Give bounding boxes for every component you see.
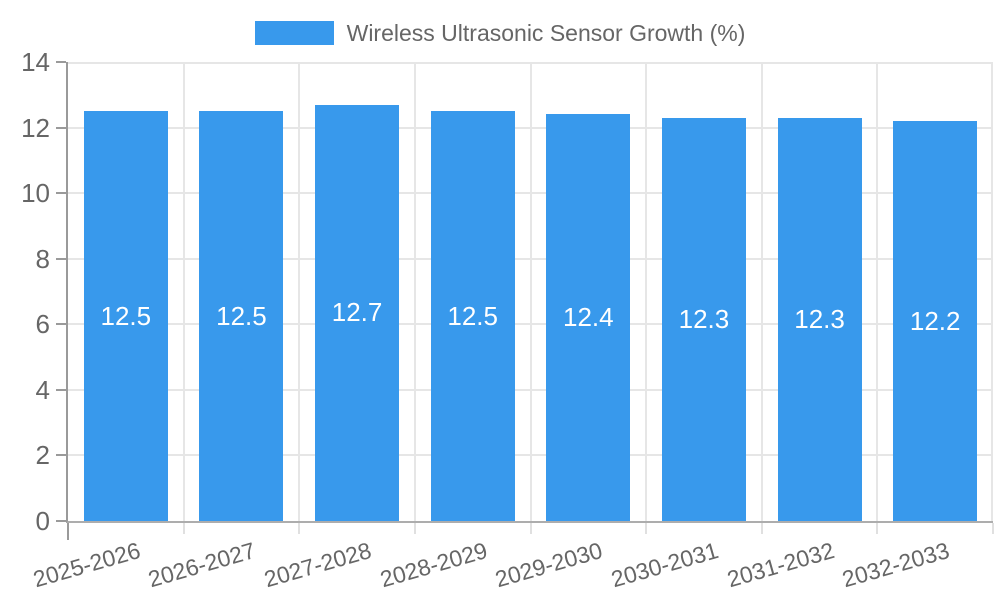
bar-value-label: 12.3 bbox=[678, 303, 730, 334]
y-tick-mark bbox=[56, 323, 66, 326]
x-tick-mark bbox=[645, 523, 648, 534]
legend-label: Wireless Ultrasonic Sensor Growth (%) bbox=[346, 20, 746, 46]
y-tick-mark bbox=[56, 388, 66, 391]
bar-value-label: 12.5 bbox=[216, 300, 267, 331]
x-tick-mark bbox=[760, 523, 763, 534]
bar[interactable]: 12.7 bbox=[315, 104, 400, 521]
bar-value-label: 12.3 bbox=[794, 303, 845, 334]
bar-value-label: 12.5 bbox=[447, 300, 498, 331]
legend-item[interactable]: Wireless Ultrasonic Sensor Growth (%) bbox=[254, 19, 746, 47]
bar[interactable]: 12.3 bbox=[661, 117, 746, 521]
y-tick-mark bbox=[56, 61, 66, 63]
y-tick-label: 0 bbox=[35, 506, 50, 536]
bar[interactable]: 12.2 bbox=[893, 121, 978, 521]
y-tick-mark bbox=[56, 520, 66, 522]
legend-color-swatch bbox=[254, 21, 334, 45]
y-tick-mark bbox=[56, 454, 66, 457]
y-tick-mark bbox=[56, 126, 66, 129]
plot-area: 12.5 12.5 12.7 12.5 12.4 12.3 12.3 12.2 bbox=[66, 62, 993, 523]
v-gridline bbox=[760, 62, 763, 521]
bar-value-label: 12.4 bbox=[563, 302, 614, 333]
y-tick-label: 8 bbox=[35, 243, 50, 274]
v-gridline bbox=[645, 62, 648, 521]
v-gridline bbox=[413, 62, 416, 521]
v-gridline bbox=[529, 62, 532, 521]
x-tick-mark bbox=[529, 523, 532, 534]
v-gridline bbox=[876, 62, 879, 521]
y-tick-label: 4 bbox=[35, 374, 50, 405]
bar-value-label: 12.2 bbox=[909, 305, 961, 336]
bar-value-label: 12.7 bbox=[331, 297, 383, 328]
bar[interactable]: 12.5 bbox=[199, 111, 284, 521]
bar[interactable]: 12.3 bbox=[777, 117, 862, 521]
bar-value-label: 12.5 bbox=[100, 300, 152, 331]
y-tick-label: 2 bbox=[35, 440, 50, 471]
y-tick-mark bbox=[56, 257, 66, 260]
y-tick-label: 6 bbox=[35, 309, 50, 340]
x-tick-mark bbox=[67, 523, 69, 540]
y-tick-label: 12 bbox=[21, 112, 50, 143]
v-gridline bbox=[298, 62, 301, 521]
x-tick-mark bbox=[413, 523, 416, 534]
bar[interactable]: 12.5 bbox=[430, 111, 515, 521]
v-gridline bbox=[991, 62, 993, 521]
bar[interactable]: 12.5 bbox=[83, 111, 168, 521]
chart-legend: Wireless Ultrasonic Sensor Growth (%) bbox=[0, 19, 1000, 47]
y-tick-label: 10 bbox=[21, 178, 50, 209]
x-tick-mark bbox=[992, 523, 994, 534]
x-tick-mark bbox=[298, 523, 301, 534]
x-tick-mark bbox=[876, 523, 879, 534]
v-gridline bbox=[182, 62, 185, 521]
y-tick-label: 14 bbox=[21, 47, 50, 77]
x-tick-mark bbox=[182, 523, 185, 534]
bar[interactable]: 12.4 bbox=[546, 114, 631, 521]
y-tick-mark bbox=[56, 192, 66, 195]
